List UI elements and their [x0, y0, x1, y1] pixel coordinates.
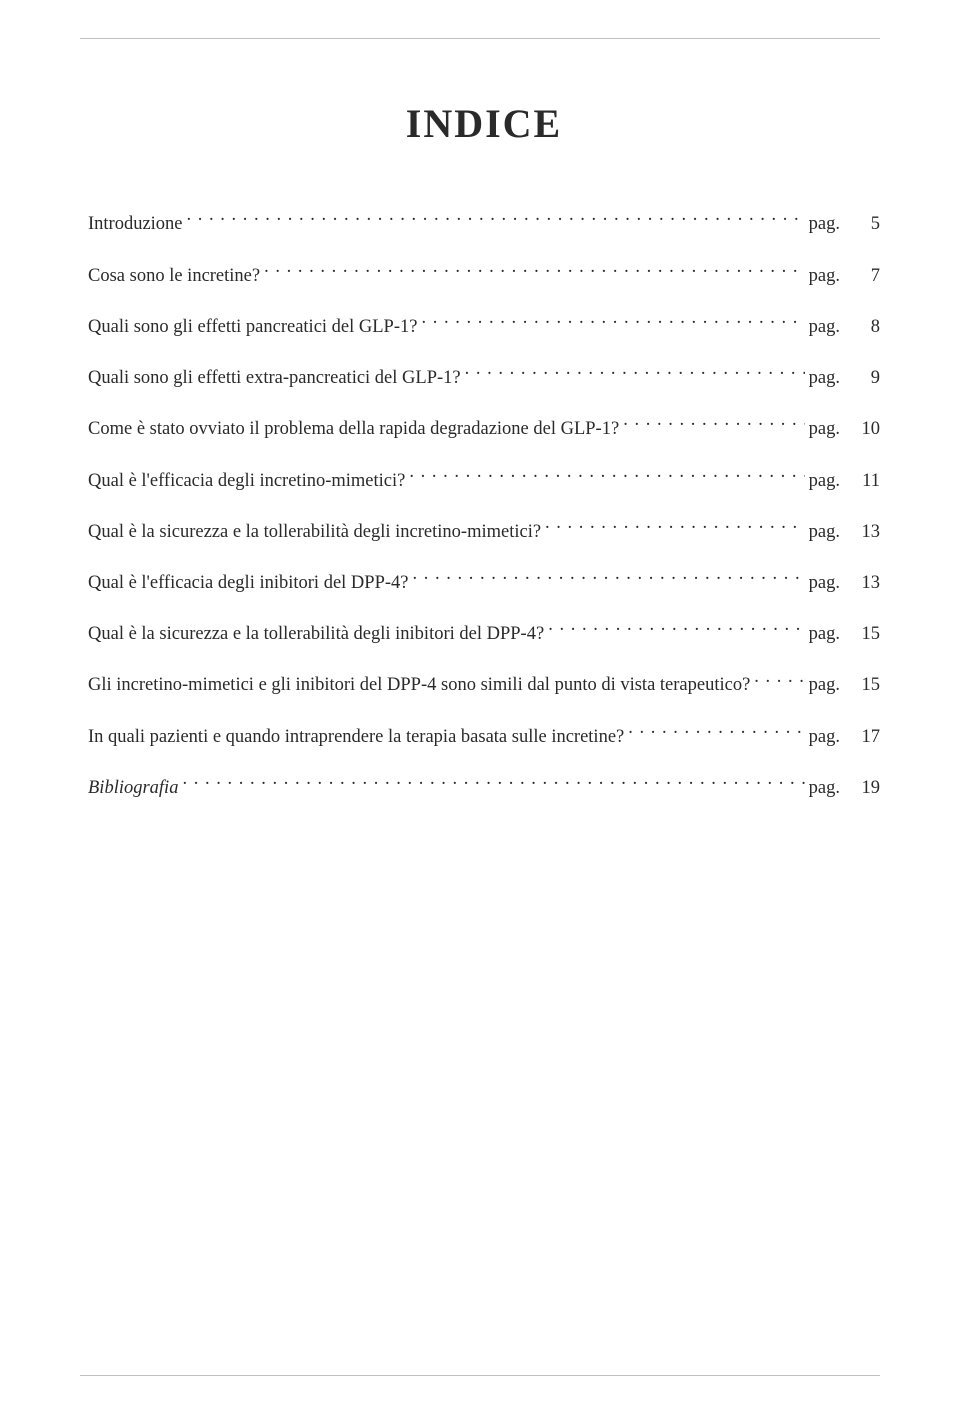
page-abbrev: pag.	[809, 571, 840, 597]
page-abbrev: pag.	[809, 366, 840, 392]
leader-dots	[421, 311, 804, 331]
toc-entry-page: 17	[846, 725, 880, 751]
toc-entry-label: Qual è l'efficacia degli inibitori del D…	[88, 571, 408, 597]
toc-entry: Qual è l'efficacia degli inibitori del D…	[88, 568, 880, 597]
toc-entry-page: 7	[846, 264, 880, 290]
toc-entry: Qual è l'efficacia degli incretino-mimet…	[88, 465, 880, 494]
leader-dots	[623, 414, 804, 434]
toc-entry-page: 19	[846, 776, 880, 802]
page-abbrev: pag.	[809, 725, 840, 751]
toc-entry-label: Introduzione	[88, 212, 183, 238]
page-abbrev: pag.	[809, 469, 840, 495]
toc-entry-label: Qual è l'efficacia degli incretino-mimet…	[88, 469, 405, 495]
top-horizontal-rule	[80, 38, 880, 39]
toc-entry: Qual è la sicurezza e la tollerabilità d…	[88, 619, 880, 648]
toc-entry-page: 15	[846, 673, 880, 699]
toc-entry-label: Cosa sono le incretine?	[88, 264, 260, 290]
toc-entry-label: Quali sono gli effetti extra-pancreatici…	[88, 366, 461, 392]
toc-entry-page: 5	[846, 212, 880, 238]
page-abbrev: pag.	[809, 264, 840, 290]
page-abbrev: pag.	[809, 417, 840, 443]
toc-entry-page: 13	[846, 520, 880, 546]
toc-entry-label: Qual è la sicurezza e la tollerabilità d…	[88, 520, 541, 546]
toc-entry: Quali sono gli effetti pancreatici del G…	[88, 311, 880, 340]
toc-entry: In quali pazienti e quando intraprendere…	[88, 721, 880, 750]
page-abbrev: pag.	[809, 673, 840, 699]
toc-entry: Bibliografia pag. 19	[88, 773, 880, 802]
toc-entry: Introduzione pag. 5	[88, 209, 880, 238]
toc-entry-page: 11	[846, 469, 880, 495]
toc-entry: Quali sono gli effetti extra-pancreatici…	[88, 363, 880, 392]
leader-dots	[628, 721, 804, 741]
page-abbrev: pag.	[809, 622, 840, 648]
toc-entry: Come è stato ovviato il problema della r…	[88, 414, 880, 443]
leader-dots	[548, 619, 804, 639]
leader-dots	[264, 260, 805, 280]
toc-entry-page: 10	[846, 417, 880, 443]
toc-entry: Gli incretino-mimetici e gli inibitori d…	[88, 670, 880, 699]
leader-dots	[412, 568, 804, 588]
leader-dots	[545, 516, 805, 536]
leader-dots	[465, 363, 805, 383]
bottom-horizontal-rule	[80, 1375, 880, 1376]
toc-entry-label: Gli incretino-mimetici e gli inibitori d…	[88, 673, 750, 699]
page-abbrev: pag.	[809, 520, 840, 546]
toc-entry-page: 13	[846, 571, 880, 597]
page-title: INDICE	[88, 100, 880, 147]
toc-entry-label: In quali pazienti e quando intraprendere…	[88, 725, 624, 751]
leader-dots	[182, 773, 804, 793]
toc-entry: Cosa sono le incretine? pag. 7	[88, 260, 880, 289]
toc-entry-label: Come è stato ovviato il problema della r…	[88, 417, 619, 443]
leader-dots	[754, 670, 804, 690]
leader-dots	[187, 209, 805, 229]
page-abbrev: pag.	[809, 212, 840, 238]
page-abbrev: pag.	[809, 776, 840, 802]
page-abbrev: pag.	[809, 315, 840, 341]
toc-entry-page: 8	[846, 315, 880, 341]
toc-entry-label: Qual è la sicurezza e la tollerabilità d…	[88, 622, 544, 648]
toc-entry-page: 9	[846, 366, 880, 392]
toc-entry-page: 15	[846, 622, 880, 648]
table-of-contents: Introduzione pag. 5 Cosa sono le increti…	[88, 209, 880, 802]
toc-entry-label: Bibliografia	[88, 776, 178, 802]
toc-entry-label: Quali sono gli effetti pancreatici del G…	[88, 315, 417, 341]
leader-dots	[409, 465, 804, 485]
toc-entry: Qual è la sicurezza e la tollerabilità d…	[88, 516, 880, 545]
